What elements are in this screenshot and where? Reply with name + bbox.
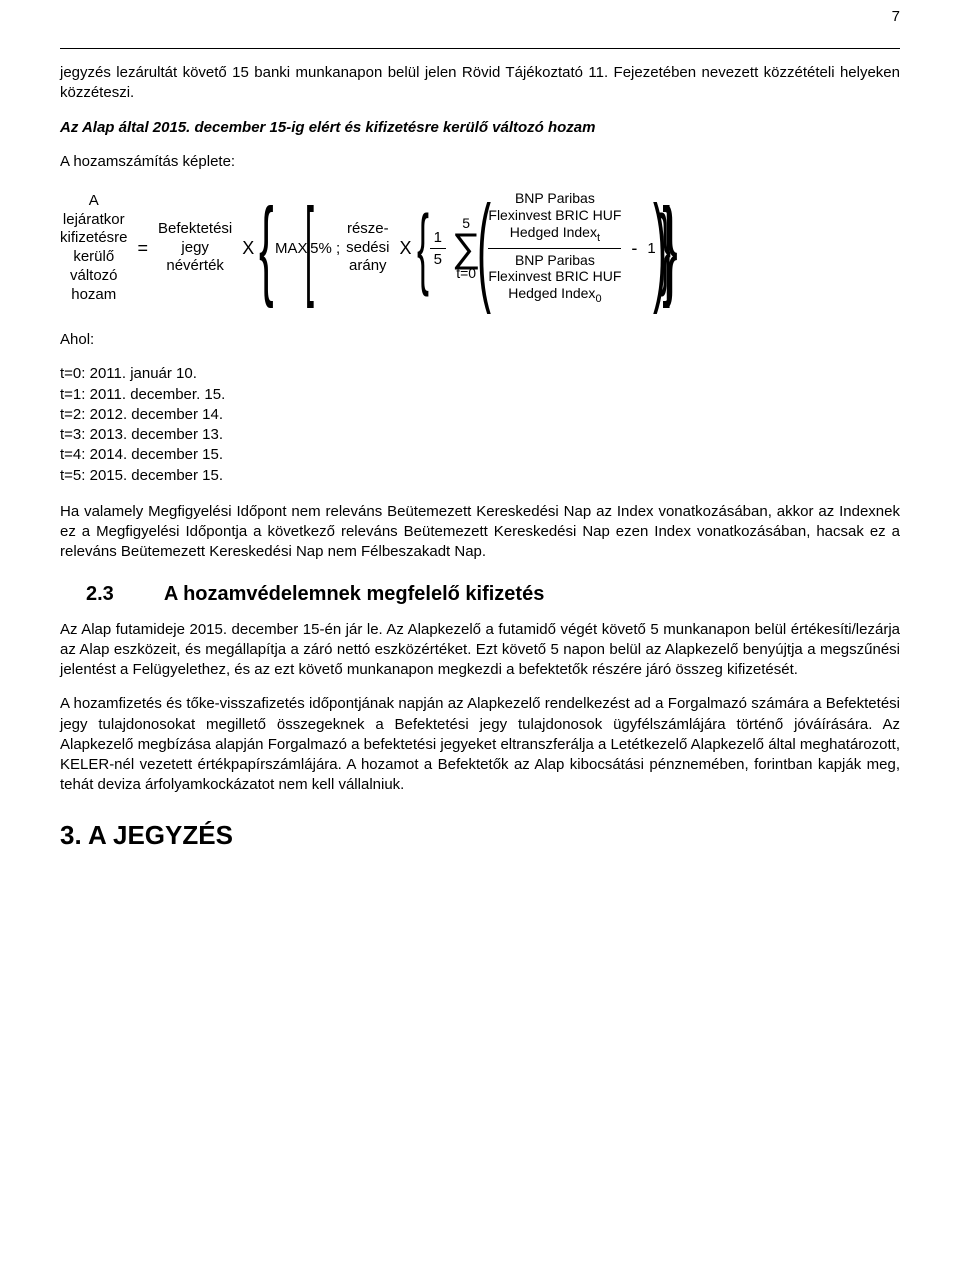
brace-close-1: } — [663, 204, 678, 292]
lhs-l3: kifizetésre — [60, 229, 128, 248]
formula-bef: Befektetési jegy névérték — [158, 220, 232, 276]
lhs-l6: hozam — [71, 286, 116, 305]
one-fifth: 1 5 — [430, 229, 446, 268]
ahol-label: Ahol: — [60, 330, 900, 350]
formula-resz: része- sedési arány — [346, 220, 389, 276]
resz-l3: arány — [349, 257, 387, 276]
t-list: t=0: 2011. január 10. t=1: 2011. decembe… — [60, 364, 900, 486]
paragraph-2-bold-italic: Az Alap által 2015. december 15-ig elért… — [60, 118, 900, 138]
sec23-num: 2.3 — [86, 583, 114, 606]
idx-num-l3-pre: Hedged Index — [510, 224, 597, 240]
formula-block: A lejáratkor kifizetésre kerülő változó … — [60, 190, 900, 306]
t4: t=4: 2014. december 15. — [60, 445, 900, 465]
five-percent: 5% ; — [310, 240, 340, 257]
t0: t=0: 2011. január 10. — [60, 364, 900, 384]
one-fifth-den: 5 — [434, 249, 442, 268]
index-fraction: BNP Paribas Flexinvest BRIC HUF Hedged I… — [488, 190, 621, 306]
lhs-l5: változó — [70, 267, 118, 286]
section-3-head: 3. A JEGYZÉS — [60, 820, 900, 851]
bef-l2: jegy — [181, 239, 209, 258]
bef-l1: Befektetési — [158, 220, 232, 239]
idx-num-l2: Flexinvest BRIC HUF — [488, 207, 621, 224]
paragraph-6: A hozamfizetés és tőke-visszafizetés idő… — [60, 694, 900, 795]
equals: = — [134, 238, 153, 259]
paragraph-3: A hozamszámítás képlete: — [60, 152, 900, 172]
sec23-title: A hozamvédelemnek megfelelő kifizetés — [164, 583, 545, 606]
times-2: X — [395, 238, 415, 259]
idx-den-l2: Flexinvest BRIC HUF — [488, 268, 621, 285]
idx-den-l1: BNP Paribas — [488, 252, 621, 269]
t1: t=1: 2011. december. 15. — [60, 385, 900, 405]
lhs-l2: lejáratkor — [63, 211, 125, 230]
paragraph-4: Ha valamely Megfigyelési Időpont nem rel… — [60, 502, 900, 563]
idx-num-sub: t — [597, 231, 600, 243]
idx-num-l3: Hedged Indext — [488, 224, 621, 245]
bef-l3: névérték — [166, 257, 224, 276]
idx-den: BNP Paribas Flexinvest BRIC HUF Hedged I… — [488, 249, 621, 307]
formula-lhs: A lejáratkor kifizetésre kerülő változó … — [60, 192, 128, 305]
brace-open-1: { — [259, 204, 274, 292]
idx-den-l3-pre: Hedged Index — [508, 285, 595, 301]
resz-l1: része- — [347, 220, 389, 239]
lhs-l4: kerülő — [73, 248, 114, 267]
t3: t=3: 2013. december 13. — [60, 425, 900, 445]
brace-open-2: { — [417, 210, 429, 287]
t5: t=5: 2015. december 15. — [60, 466, 900, 486]
section-2-3-head: 2.3 A hozamvédelemnek megfelelő kifizeté… — [86, 583, 900, 606]
lhs-l1: A — [89, 192, 99, 211]
max-label: MAX — [275, 240, 308, 257]
paragraph-1: jegyzés lezárultát követő 15 banki munka… — [60, 63, 900, 104]
t2: t=2: 2012. december 14. — [60, 405, 900, 425]
idx-num-l1: BNP Paribas — [488, 190, 621, 207]
idx-den-l3: Hedged Index0 — [488, 285, 621, 306]
page-number: 7 — [892, 8, 900, 25]
resz-l2: sedési — [346, 239, 389, 258]
sq-bracket-open: [ — [304, 207, 313, 290]
idx-num: BNP Paribas Flexinvest BRIC HUF Hedged I… — [488, 190, 621, 249]
times-1: X — [238, 238, 258, 259]
minus: - — [627, 238, 641, 259]
idx-den-sub: 0 — [595, 293, 601, 305]
one-fifth-num: 1 — [430, 229, 446, 249]
paragraph-5: Az Alap futamideje 2015. december 15-én … — [60, 620, 900, 681]
paren-open: ( — [477, 203, 491, 293]
top-rule — [60, 48, 900, 49]
sigma-bot: t=0 — [456, 266, 476, 280]
